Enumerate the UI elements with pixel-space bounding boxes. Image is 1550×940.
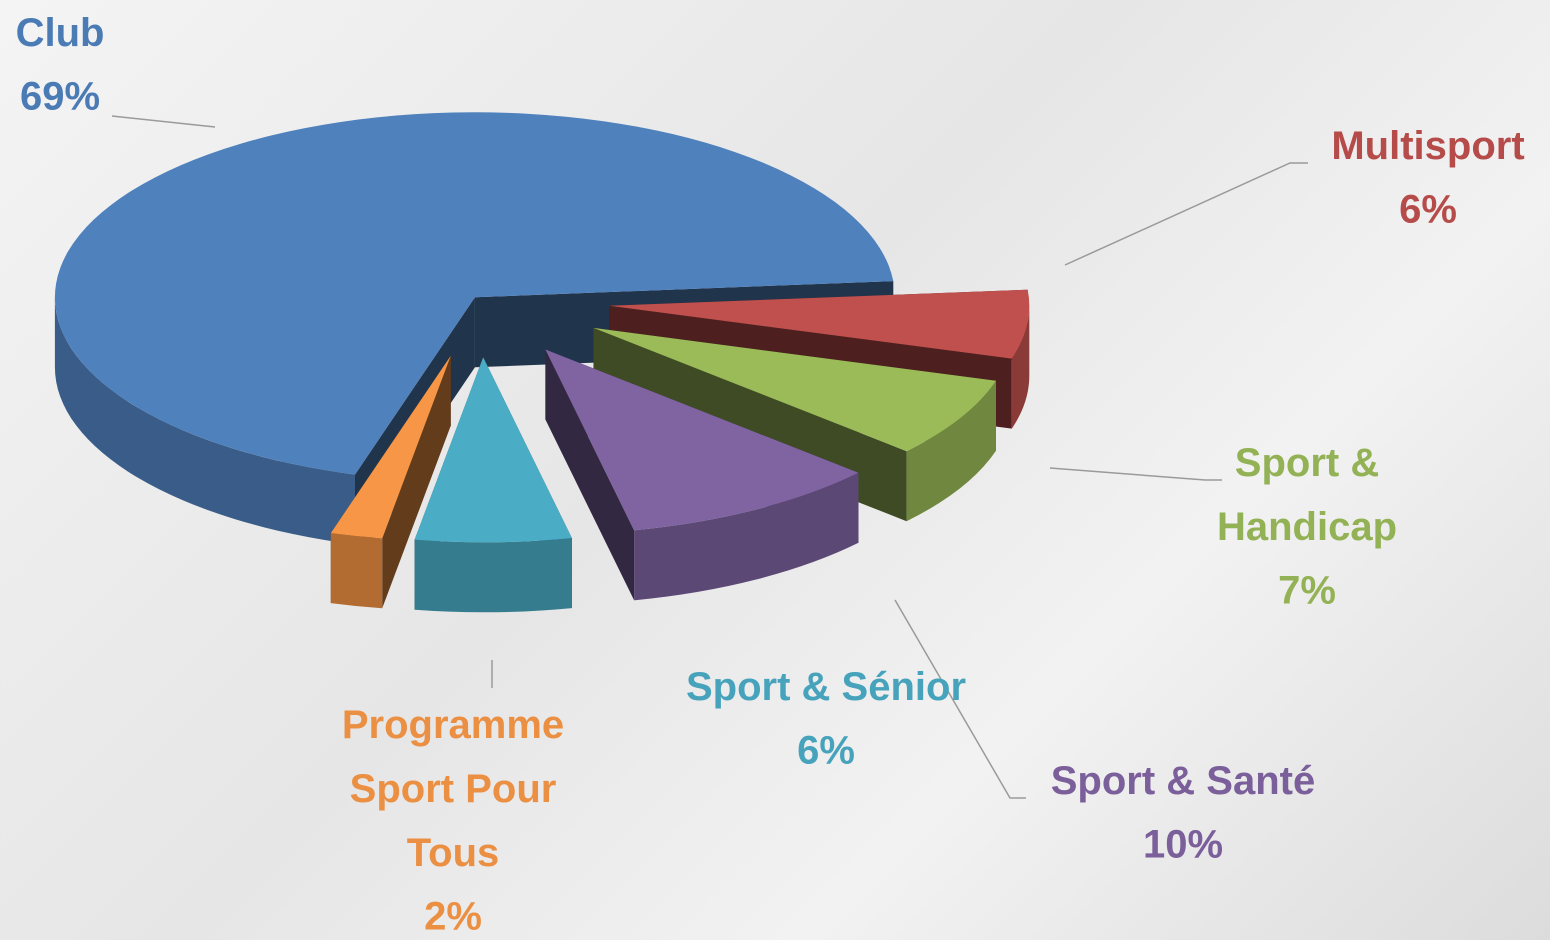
value-label: 2% (424, 895, 482, 939)
value-label: 10% (1143, 823, 1223, 867)
label-line: Sport Pour (350, 767, 557, 811)
slice-wall (414, 538, 572, 613)
value-label: 6% (1399, 188, 1457, 232)
category-label: Multisport (1331, 124, 1524, 168)
slice (593, 327, 996, 452)
slice (414, 357, 572, 543)
pie (54, 112, 1030, 613)
label-line: Sport & Sénior (686, 665, 966, 709)
label-line: Programme (342, 703, 564, 747)
category-label: Sport & Santé (1051, 759, 1315, 803)
category-label: Sport & Sénior (686, 665, 966, 709)
label-line: Tous (407, 831, 500, 875)
value-label: 6% (797, 729, 855, 773)
slice (545, 349, 859, 531)
slice-side (545, 349, 635, 601)
leader-line (111, 115, 216, 128)
slice (54, 112, 894, 475)
leader-line (1064, 162, 1308, 266)
label-line: Club (16, 11, 105, 55)
leader-line (1049, 467, 1222, 481)
labels: Club 69% Multisport 6% Sport & Handicap 7% Spor… (16, 11, 1525, 939)
slice-wall (1011, 305, 1030, 429)
category-label: Programme Sport Pour Tous (342, 703, 564, 875)
leader-line (894, 599, 1026, 799)
label-line: Sport & Santé (1051, 759, 1315, 803)
slice (609, 289, 1030, 359)
label-line: Multisport (1331, 124, 1524, 168)
label-line: Sport & (1235, 441, 1379, 485)
label-line: Handicap (1217, 505, 1397, 549)
slice-wall (906, 380, 996, 522)
category-label: Club (16, 11, 105, 55)
slice (330, 355, 451, 539)
category-label: Sport & Handicap (1217, 441, 1397, 549)
value-label: 69% (20, 75, 100, 119)
slice-wall (634, 472, 859, 601)
value-label: 7% (1278, 569, 1336, 613)
slice-wall (330, 533, 383, 609)
leader-lines (111, 115, 1308, 799)
slice-wall (54, 297, 356, 545)
